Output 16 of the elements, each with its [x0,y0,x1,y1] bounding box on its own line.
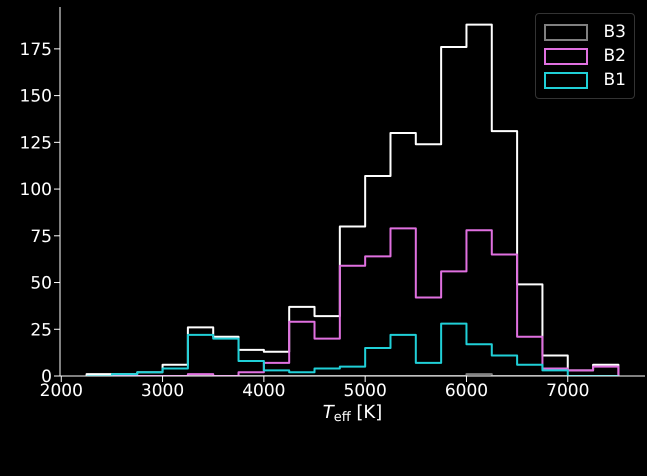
x-tick-label: 3000 [140,381,184,402]
x-tick-label: 4000 [242,381,286,402]
y-tick-label: 125 [20,133,52,154]
y-tick-label: 150 [20,86,52,107]
y-tick-label: 100 [20,180,52,200]
legend-label: B3 [604,22,626,42]
legend-label: B2 [604,46,626,66]
x-tick-label: 7000 [546,381,590,402]
legend-label: B1 [604,70,626,90]
y-tick-label: 175 [20,40,52,60]
y-tick-label: 25 [30,320,52,340]
x-tick-label: 6000 [444,381,488,402]
x-axis-title: T$_{eff}$ [K] [322,402,382,426]
x-tick-label: 5000 [344,381,387,402]
y-tick-label: 75 [30,226,52,247]
y-tick-label: 50 [30,274,52,294]
